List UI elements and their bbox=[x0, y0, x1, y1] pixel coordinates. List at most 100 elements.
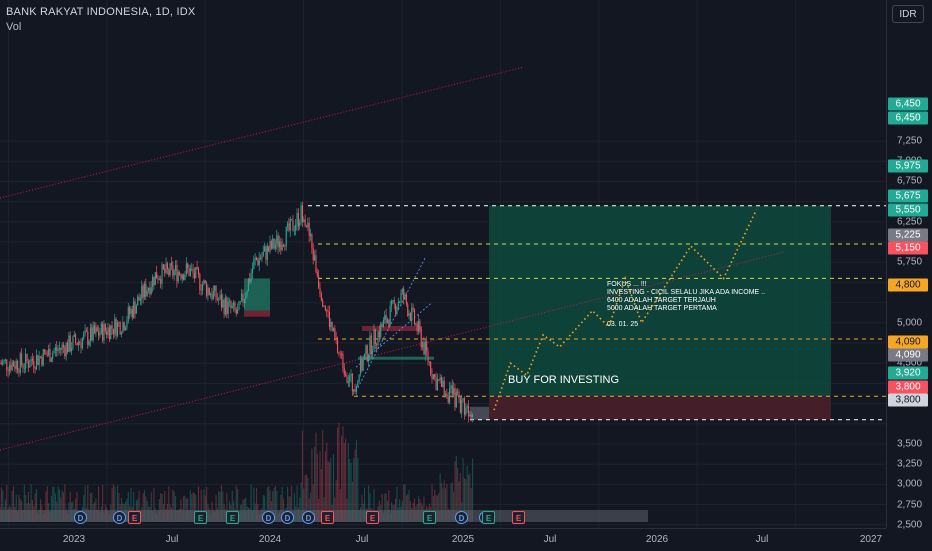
time-tick: 2026 bbox=[645, 534, 669, 545]
volume-bar bbox=[353, 458, 355, 522]
dividend-event-marker[interactable]: D bbox=[74, 511, 87, 524]
volume-bar bbox=[127, 491, 129, 522]
currency-button[interactable]: IDR bbox=[892, 5, 924, 23]
dividend-event-marker[interactable]: D bbox=[455, 511, 468, 524]
chart-area[interactable]: BANK RAKYAT INDONESIA, 1D, IDX Vol FOKUS… bbox=[0, 0, 886, 528]
candle-body bbox=[247, 278, 249, 292]
price-level-label[interactable]: 3,920 bbox=[888, 366, 928, 380]
candle-body bbox=[291, 219, 293, 221]
price-tick: 5,750 bbox=[897, 256, 923, 268]
candle-body bbox=[466, 405, 468, 409]
price-axis[interactable]: 7,2507,0006,7506,2505,7505,0004,5003,500… bbox=[886, 0, 932, 530]
price-level-label[interactable]: 5,675 bbox=[888, 189, 928, 203]
dividend-event-marker[interactable]: D bbox=[262, 511, 275, 524]
candle-body bbox=[289, 219, 291, 231]
price-level-label[interactable]: 4,090 bbox=[888, 335, 928, 349]
price-level-label[interactable]: 6,450 bbox=[888, 97, 928, 111]
symbol-title[interactable]: BANK RAKYAT INDONESIA, 1D, IDX bbox=[6, 6, 196, 18]
candle-body bbox=[315, 255, 317, 273]
volume-bar bbox=[189, 490, 191, 522]
dividend-event-marker[interactable]: D bbox=[302, 511, 315, 524]
volume-bar bbox=[351, 481, 353, 522]
dividend-event-marker[interactable]: D bbox=[281, 511, 294, 524]
volume-bar bbox=[339, 489, 341, 522]
volume-bar bbox=[434, 489, 436, 522]
note-date: 03. 01. 25 bbox=[607, 321, 639, 328]
candle-body bbox=[122, 322, 124, 333]
volume-bar bbox=[18, 494, 20, 522]
price-level-label[interactable]: 5,975 bbox=[888, 159, 928, 173]
candle-body bbox=[103, 324, 105, 341]
price-level-label[interactable]: 4,090 bbox=[888, 348, 928, 362]
candle-body bbox=[162, 264, 164, 270]
volume-bar bbox=[219, 492, 221, 522]
candle-body bbox=[18, 370, 20, 373]
candle-body bbox=[314, 255, 316, 261]
price-level-label[interactable]: 5,150 bbox=[888, 241, 928, 255]
earnings-event-marker[interactable]: E bbox=[366, 511, 379, 524]
candle-body bbox=[64, 347, 66, 357]
volume-bar bbox=[296, 485, 298, 522]
candle-body bbox=[27, 361, 29, 368]
price-level-label[interactable]: 3,800 bbox=[888, 380, 928, 394]
price-level-label[interactable]: 5,225 bbox=[888, 228, 928, 242]
candle-body bbox=[335, 337, 337, 341]
candle-body bbox=[53, 350, 55, 354]
candle-body bbox=[449, 388, 451, 403]
candle-body bbox=[278, 241, 281, 248]
candle-body bbox=[143, 283, 146, 298]
candle-body bbox=[393, 300, 395, 304]
candle-body bbox=[19, 353, 21, 373]
price-level-label[interactable]: 3,800 bbox=[888, 393, 928, 407]
price-level-label[interactable]: 6,450 bbox=[888, 111, 928, 125]
candle-body bbox=[45, 352, 47, 355]
volume-bar bbox=[373, 488, 375, 522]
volume-bar bbox=[6, 484, 8, 522]
earnings-event-marker[interactable]: E bbox=[226, 511, 239, 524]
volume-bar bbox=[161, 494, 163, 522]
candle-body bbox=[238, 301, 240, 310]
earnings-event-marker[interactable]: E bbox=[128, 511, 141, 524]
candle-body bbox=[273, 238, 275, 249]
time-axis[interactable]: 2023 Jul 2024 Jul 2025 Jul 2026 Jul 2027 bbox=[0, 528, 886, 551]
volume-bar bbox=[45, 491, 47, 522]
volume-bar bbox=[256, 487, 258, 522]
candle-body bbox=[422, 342, 424, 348]
volume-bar bbox=[27, 491, 29, 522]
earnings-event-marker[interactable]: E bbox=[423, 511, 436, 524]
candle-body bbox=[208, 287, 210, 295]
volume-label[interactable]: Vol bbox=[6, 21, 22, 33]
price-tick: 6,750 bbox=[897, 175, 923, 187]
volume-bar bbox=[272, 491, 274, 522]
volume-bar bbox=[342, 426, 344, 522]
volume-bar bbox=[328, 462, 330, 522]
candle-body bbox=[243, 299, 245, 304]
earnings-event-marker[interactable]: E bbox=[512, 511, 525, 524]
price-chart[interactable] bbox=[0, 0, 886, 528]
volume-bar bbox=[145, 496, 147, 522]
candle-body bbox=[196, 267, 198, 269]
volume-bar bbox=[299, 497, 301, 522]
candle-body bbox=[361, 358, 363, 371]
candle-body bbox=[454, 388, 456, 408]
volume-bar bbox=[204, 495, 206, 522]
candle-body bbox=[392, 300, 394, 302]
candle-body bbox=[153, 276, 155, 286]
candle-body bbox=[46, 354, 48, 356]
volume-bar bbox=[455, 455, 457, 522]
volume-bar bbox=[98, 486, 100, 522]
candle-body bbox=[210, 293, 212, 295]
target-zone bbox=[489, 205, 831, 397]
earnings-event-marker[interactable]: E bbox=[194, 511, 207, 524]
price-level-label[interactable]: 5,550 bbox=[888, 203, 928, 217]
volume-bar bbox=[305, 474, 308, 522]
dividend-event-marker[interactable]: D bbox=[113, 511, 126, 524]
candle-body bbox=[408, 313, 410, 316]
price-level-label[interactable]: 4,800 bbox=[888, 278, 928, 292]
candle-body bbox=[318, 275, 320, 288]
earnings-event-marker[interactable]: E bbox=[482, 511, 495, 524]
candle-body bbox=[373, 329, 375, 351]
earnings-event-marker[interactable]: E bbox=[321, 511, 334, 524]
volume-bar bbox=[172, 489, 174, 522]
volume-bar bbox=[218, 491, 220, 522]
